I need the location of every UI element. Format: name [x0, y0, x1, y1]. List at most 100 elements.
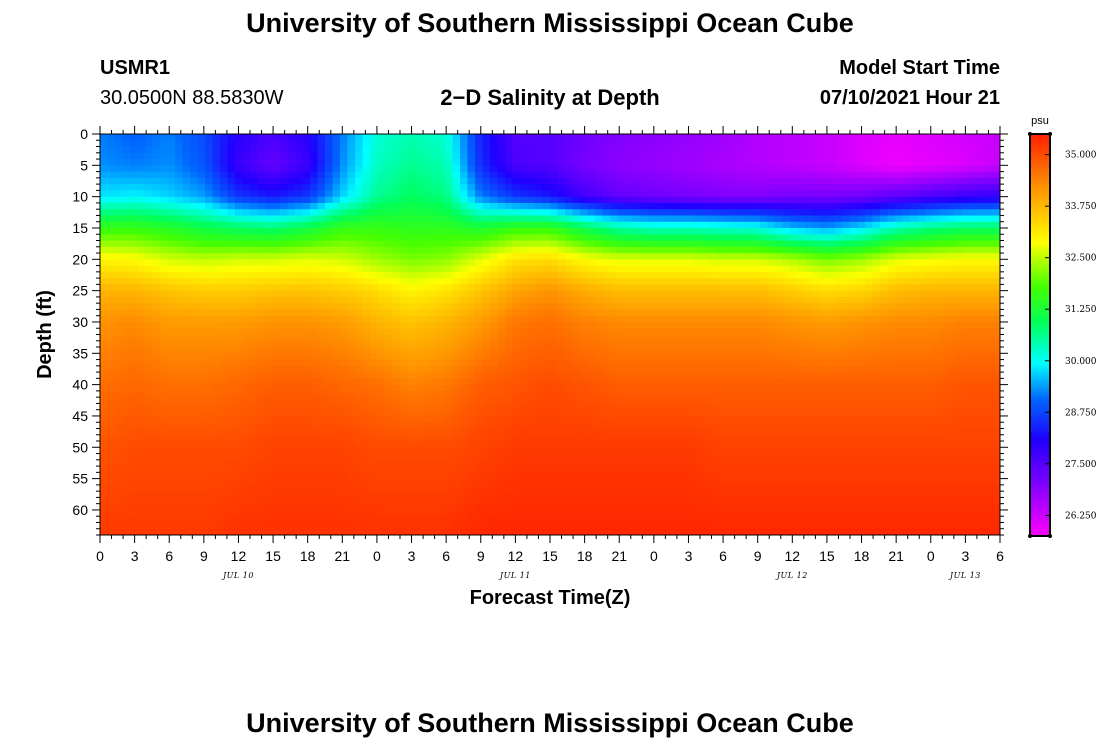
heatmap-cell	[235, 177, 243, 185]
heatmap-cell	[280, 453, 288, 461]
heatmap-cell	[205, 510, 213, 517]
heatmap-cell	[152, 309, 161, 317]
heatmap-cell	[137, 391, 146, 398]
heatmap-cell	[145, 472, 153, 480]
heatmap-cell	[655, 516, 663, 524]
heatmap-cell	[190, 278, 198, 285]
heatmap-cell	[655, 378, 663, 386]
heatmap-cell	[287, 378, 296, 386]
heatmap-cell	[137, 309, 146, 317]
heatmap-cell	[160, 434, 168, 442]
heatmap-cell	[437, 171, 446, 179]
heatmap-cell	[355, 378, 363, 386]
heatmap-cell	[527, 196, 536, 204]
heatmap-cell	[632, 328, 641, 336]
heatmap-cell	[392, 522, 401, 530]
heatmap-cell	[482, 259, 491, 267]
heatmap-cell	[647, 503, 656, 511]
heatmap-cell	[137, 303, 146, 310]
heatmap-cell	[130, 503, 138, 511]
heatmap-cell	[595, 428, 603, 436]
heatmap-cell	[452, 372, 461, 379]
heatmap-cell	[445, 278, 453, 285]
heatmap-cell	[325, 246, 333, 254]
heatmap-cell	[520, 428, 528, 436]
heatmap-cell	[550, 159, 558, 166]
heatmap-cell	[310, 497, 318, 505]
heatmap-cell	[677, 453, 686, 461]
heatmap-cell	[332, 177, 341, 185]
heatmap-cell	[377, 460, 386, 467]
heatmap-cell	[550, 202, 558, 210]
heatmap-cell	[655, 134, 663, 141]
heatmap-cell	[640, 510, 648, 517]
heatmap-cell	[362, 234, 371, 241]
heatmap-cell	[580, 372, 588, 379]
heatmap-cell	[625, 315, 633, 323]
heatmap-cell	[212, 246, 221, 254]
heatmap-cell	[655, 209, 663, 216]
heatmap-cell	[355, 309, 363, 317]
heatmap-cell	[212, 472, 221, 480]
heatmap-cell	[115, 353, 123, 361]
heatmap-cell	[445, 497, 453, 505]
heatmap-cell	[370, 359, 378, 367]
heatmap-cell	[497, 359, 506, 367]
heatmap-cell	[250, 315, 258, 323]
heatmap-cell	[647, 196, 656, 204]
heatmap-cell	[587, 485, 596, 492]
heatmap-cell	[505, 146, 513, 154]
heatmap-cell	[355, 209, 363, 216]
heatmap-cell	[407, 522, 416, 530]
heatmap-cell	[662, 215, 671, 223]
heatmap-cell	[640, 503, 648, 511]
heatmap-cell	[557, 416, 566, 423]
heatmap-cell	[610, 177, 618, 185]
heatmap-cell	[550, 171, 558, 179]
heatmap-cell	[242, 315, 251, 323]
heatmap-cell	[355, 497, 363, 505]
heatmap-cell	[640, 485, 648, 492]
heatmap-cell	[670, 353, 678, 361]
heatmap-cell	[445, 409, 453, 417]
heatmap-cell	[610, 190, 618, 198]
heatmap-cell	[580, 221, 588, 229]
heatmap-cell	[340, 372, 348, 379]
heatmap-cell	[355, 146, 363, 154]
heatmap-cell	[670, 297, 678, 304]
heatmap-cell	[287, 284, 296, 292]
heatmap-cell	[175, 253, 183, 260]
heatmap-cell	[572, 359, 581, 367]
heatmap-cell	[572, 146, 581, 154]
heatmap-cell	[580, 334, 588, 342]
heatmap-cell	[595, 215, 603, 223]
heatmap-cell	[527, 466, 536, 473]
heatmap-cell	[407, 422, 416, 430]
heatmap-cell	[437, 416, 446, 423]
heatmap-cell	[362, 152, 371, 160]
heatmap-cell	[452, 334, 461, 342]
heatmap-cell	[512, 441, 521, 448]
heatmap-cell	[347, 353, 356, 361]
heatmap-cell	[400, 466, 408, 473]
heatmap-cell	[542, 190, 551, 198]
heatmap-cell	[355, 391, 363, 398]
heatmap-cell	[535, 152, 543, 160]
heatmap-cell	[370, 253, 378, 260]
heatmap-cell	[100, 409, 108, 417]
heatmap-cell	[662, 259, 671, 267]
heatmap-cell	[220, 171, 228, 179]
heatmap-cell	[437, 209, 446, 216]
heatmap-cell	[535, 265, 543, 273]
heatmap-cell	[655, 334, 663, 342]
heatmap-cell	[182, 453, 191, 461]
heatmap-cell	[452, 347, 461, 354]
heatmap-cell	[460, 202, 468, 210]
heatmap-cell	[317, 297, 326, 304]
heatmap-cell	[137, 271, 146, 279]
heatmap-cell	[122, 309, 131, 317]
heatmap-cell	[580, 259, 588, 267]
heatmap-cell	[400, 497, 408, 505]
heatmap-cell	[212, 221, 221, 229]
heatmap-cell	[400, 328, 408, 336]
